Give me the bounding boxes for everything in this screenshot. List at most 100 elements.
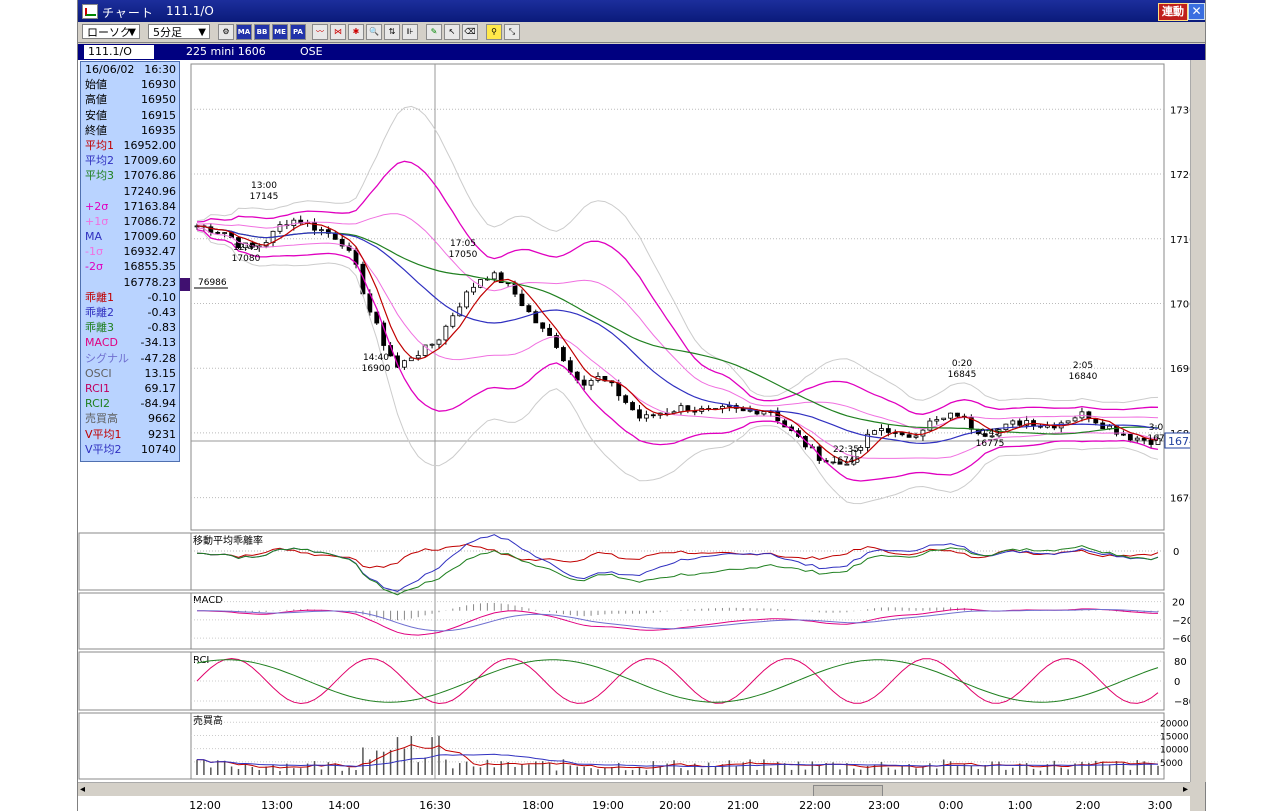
interval-select[interactable]: 5分足 ▼ xyxy=(148,24,210,39)
time-label: 19:00 xyxy=(592,799,624,812)
cursor-icon[interactable]: ↖ xyxy=(444,24,460,40)
eraser-icon[interactable]: ⌫ xyxy=(462,24,478,40)
bb-plus1-line xyxy=(197,213,1159,430)
bb-minus2-line xyxy=(196,229,1159,482)
info-panel: 16/06/02 16:30 始値 16930 高値 16950 安値 16915 終値 1693… xyxy=(80,61,180,462)
candle-body xyxy=(934,419,940,422)
sort-icon[interactable]: ⇅ xyxy=(384,24,400,40)
pattern-icon[interactable]: ⋈ xyxy=(330,24,346,40)
candle-body xyxy=(561,347,566,362)
info-value: 13.15 xyxy=(144,366,177,380)
info-row: 安値 16915 xyxy=(81,108,179,123)
candle-body xyxy=(395,355,400,368)
candle-body xyxy=(941,417,947,420)
scroll-right-icon[interactable]: ▸ xyxy=(1182,784,1188,795)
info-value: 9231 xyxy=(148,427,176,441)
line-chart-icon[interactable]: 〰 xyxy=(312,24,328,40)
time-label: 0:00 xyxy=(938,799,964,812)
candle-body xyxy=(374,311,380,324)
zoom-icon[interactable]: 🔍 xyxy=(366,24,382,40)
me-icon[interactable]: ME xyxy=(272,24,288,40)
candle-body xyxy=(325,229,331,234)
info-key: V平均2 xyxy=(85,442,122,456)
info-key: -1σ xyxy=(85,245,103,259)
candle-body xyxy=(761,411,767,415)
info-key: +1σ xyxy=(85,214,109,228)
candle-body xyxy=(332,233,338,240)
ma-icon[interactable]: MA xyxy=(236,24,252,40)
vertical-scrollbar[interactable] xyxy=(1190,60,1206,782)
chart-svg[interactable]: 1730017200171001700016900168001670016747… xyxy=(78,60,1190,782)
candle-body xyxy=(436,339,442,345)
candle-body xyxy=(844,463,850,466)
info-row: +2σ 17163.84 xyxy=(81,199,179,214)
time-label: 20:00 xyxy=(659,799,691,812)
symbol-code-field[interactable]: 111.1/O xyxy=(84,45,154,59)
rci-tick-label: 80 xyxy=(1174,657,1187,668)
chevron-down-icon: ▼ xyxy=(128,27,136,38)
bars-icon[interactable]: ⊪ xyxy=(402,24,418,40)
candle-body xyxy=(429,343,435,346)
price-tick-label: 17000 xyxy=(1170,299,1190,310)
volume-tick-label: 5000 xyxy=(1160,759,1183,769)
scroll-left-icon[interactable]: ◂ xyxy=(80,784,86,795)
title-bar: チャート 111.1/O 連動 ✕ xyxy=(78,0,1205,22)
candle-body xyxy=(242,242,248,249)
bb-minus1-line xyxy=(196,227,1159,459)
print-icon[interactable]: ⚲ xyxy=(486,24,502,40)
price-tick-label: 17300 xyxy=(1170,105,1190,116)
annotation-time: 3:0 xyxy=(1149,423,1164,433)
candle-body xyxy=(1010,420,1016,425)
info-value: 9662 xyxy=(148,412,176,426)
rci2-line xyxy=(196,659,1159,703)
close-icon[interactable]: ✕ xyxy=(1188,3,1205,20)
settings-icon[interactable]: ⚙ xyxy=(218,24,234,40)
candle-body xyxy=(630,402,635,411)
arrows-icon[interactable]: ⤡ xyxy=(504,24,520,40)
candle-body xyxy=(830,461,836,464)
info-value: -47.28 xyxy=(140,351,176,365)
candle-body xyxy=(1072,417,1078,422)
time-label: 3:00 xyxy=(1147,799,1173,812)
price-tick-label: 17200 xyxy=(1170,170,1190,181)
volume-panel-frame xyxy=(78,712,1165,780)
candle-body xyxy=(899,432,905,436)
candle-body xyxy=(443,325,449,341)
chart-type-select[interactable]: ローソク ▼ xyxy=(82,24,140,39)
horizontal-scrollbar[interactable]: ◂ ▸ xyxy=(78,782,1190,797)
candle-body xyxy=(879,428,884,431)
annotation-price: 17145 xyxy=(250,192,279,202)
info-key: RCI2 xyxy=(85,397,111,411)
info-value: 17009.60 xyxy=(123,230,177,244)
candle-body xyxy=(1017,420,1023,426)
bb-icon[interactable]: BB xyxy=(254,24,270,40)
chart-area[interactable]: 1730017200171001700016900168001670016747… xyxy=(78,60,1190,782)
pa-icon[interactable]: PA xyxy=(290,24,306,40)
annotation-time: 14:40 xyxy=(363,353,389,363)
info-key: 終値 xyxy=(85,123,107,137)
star-icon[interactable]: ✱ xyxy=(348,24,364,40)
info-value: 17163.84 xyxy=(123,199,177,213)
candle-body xyxy=(865,433,871,448)
chevron-down-icon: ▼ xyxy=(198,27,206,38)
candle-body xyxy=(989,435,995,438)
candle-body xyxy=(457,306,463,317)
info-row: 始値 16930 xyxy=(81,77,179,92)
info-row: 16778.23 xyxy=(81,275,179,290)
info-key: 高値 xyxy=(85,93,107,107)
candle-body xyxy=(678,405,684,413)
candle-body xyxy=(1134,437,1140,441)
volume-marker-swatch xyxy=(179,278,190,291)
info-value: 16855.35 xyxy=(123,260,177,274)
info-row: 平均2 17009.60 xyxy=(81,153,179,168)
candle-body xyxy=(1065,420,1071,424)
info-key: 乖離3 xyxy=(85,321,114,335)
link-button[interactable]: 連動 xyxy=(1158,3,1188,21)
deviation-tick-label: 0 xyxy=(1173,547,1179,558)
candle-body xyxy=(685,405,691,412)
pen-icon[interactable]: ✎ xyxy=(426,24,442,40)
info-row: -2σ 16855.35 xyxy=(81,259,179,274)
info-value: -0.83 xyxy=(147,321,176,335)
candle-body xyxy=(415,355,421,359)
time-label: 14:00 xyxy=(328,799,360,812)
